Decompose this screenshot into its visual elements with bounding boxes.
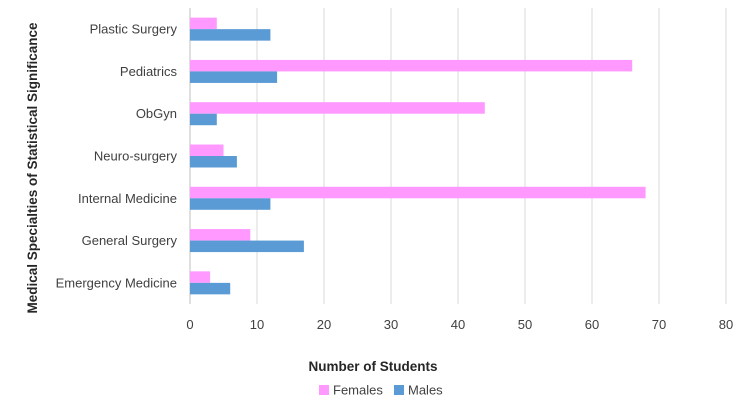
x-tick-30: 30: [384, 317, 398, 332]
category-label-pediatrics: Pediatrics: [120, 64, 178, 79]
gridlines: [189, 8, 727, 304]
category-label-emergency-medicine: Emergency Medicine: [56, 275, 177, 290]
x-tick-20: 20: [317, 317, 331, 332]
bar-females-neuro-surgery: [190, 144, 224, 156]
bar-females-pediatrics: [190, 59, 633, 72]
bar-males-emergency-medicine: [190, 282, 231, 295]
category-label-obgyn: ObGyn: [136, 106, 177, 121]
legend-label-males: Males: [408, 383, 443, 398]
x-tick-80: 80: [719, 317, 733, 332]
bar-females-general-surgery: [190, 229, 251, 241]
bars: [190, 17, 646, 295]
legend-label-females: Females: [333, 383, 383, 398]
x-tick-10: 10: [250, 317, 264, 332]
legend-swatch-females: [319, 385, 329, 395]
bar-females-internal-medicine: [190, 186, 646, 199]
category-label-internal-medicine: Internal Medicine: [78, 191, 177, 206]
y-axis-title: Medical Specialties of Statistical Signi…: [25, 22, 40, 314]
bar-males-general-surgery: [190, 240, 304, 253]
category-label-plastic-surgery: Plastic Surgery: [90, 22, 178, 37]
x-tick-labels: 0 10 20 30 40 50 60 70 80: [186, 317, 733, 332]
x-tick-70: 70: [652, 317, 666, 332]
bar-males-neuro-surgery: [190, 156, 237, 168]
bar-females-obgyn: [190, 102, 485, 114]
category-label-general-surgery: General Surgery: [82, 233, 178, 248]
x-tick-0: 0: [186, 317, 193, 332]
bar-females-plastic-surgery: [190, 17, 217, 30]
category-label-neuro-surgery: Neuro-surgery: [94, 149, 178, 164]
x-tick-60: 60: [585, 317, 599, 332]
x-axis-title: Number of Students: [308, 359, 437, 374]
x-tick-40: 40: [451, 317, 465, 332]
legend: Females Males: [319, 383, 443, 398]
category-labels: Plastic Surgery Pediatrics ObGyn Neuro-surg…: [56, 22, 178, 291]
bar-males-plastic-surgery: [190, 29, 271, 41]
bar-females-emergency-medicine: [190, 271, 211, 283]
bar-males-pediatrics: [190, 71, 278, 83]
bar-males-obgyn: [190, 113, 217, 126]
bar-males-internal-medicine: [190, 198, 271, 210]
x-tick-50: 50: [518, 317, 532, 332]
legend-swatch-males: [394, 385, 404, 395]
